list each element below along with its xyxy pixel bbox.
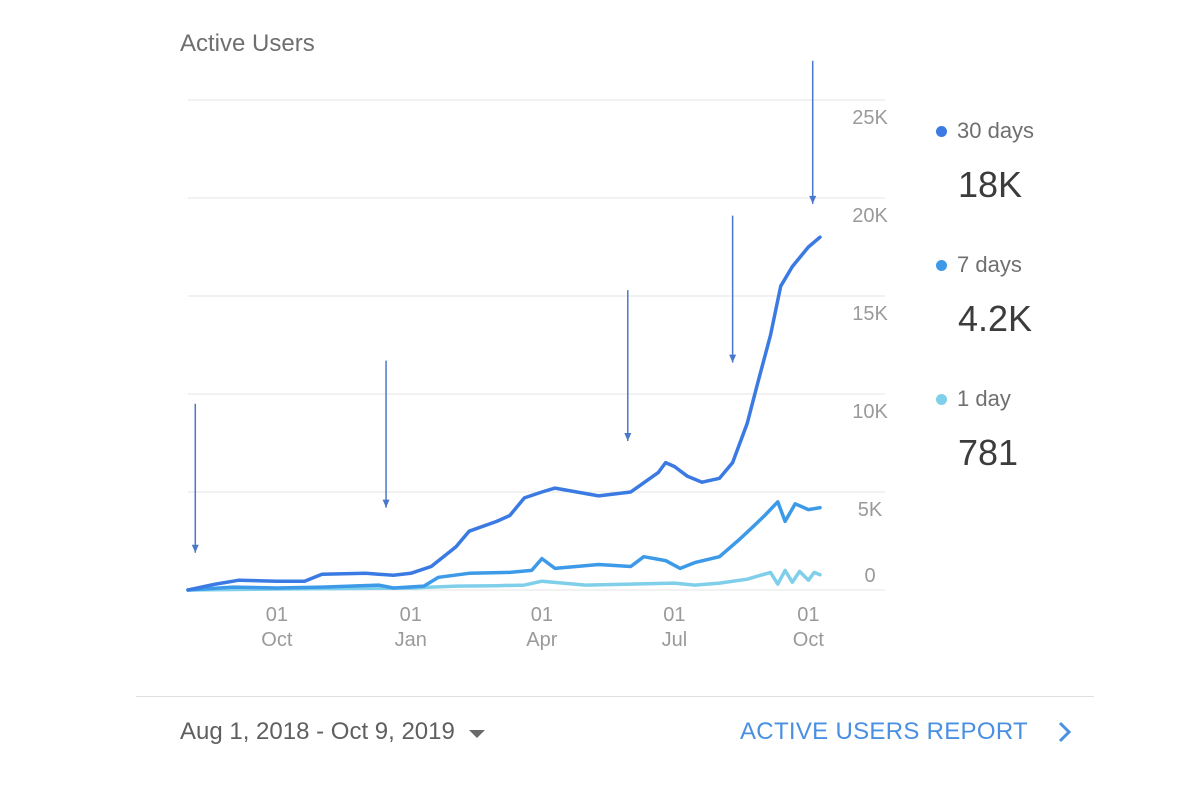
y-tick-label: 0	[864, 565, 875, 587]
legend-item-30-days[interactable]: 30 days 18K	[936, 118, 1116, 252]
annotation-arrow	[382, 360, 390, 508]
annotation-arrows	[191, 60, 817, 553]
series-dot-icon	[936, 393, 947, 405]
y-tick-label: 25K	[852, 107, 888, 129]
card-title: Active Users	[180, 30, 315, 57]
x-tick-day: 01	[663, 604, 685, 626]
annotation-arrow	[809, 60, 817, 204]
y-tick-label: 15K	[852, 303, 888, 325]
legend-value: 4.2K	[958, 298, 1033, 339]
series-line-7-days	[186, 500, 822, 592]
legend-value: 781	[958, 432, 1019, 473]
x-tick-day: 01	[400, 604, 422, 626]
legend-item-7-days[interactable]: 7 days 4.2K	[936, 252, 1116, 386]
x-tick-day: 01	[797, 604, 819, 626]
annotation-arrow	[729, 215, 737, 363]
active-users-chart: 0 5K 10K 15K 20K 25K 01 Oct 01 Jan 01 Apr 01 Jul 01 Oc…	[186, 60, 888, 651]
x-tick-month: Oct	[793, 629, 825, 651]
date-range-selector[interactable]: Aug 1, 2018 - Oct 9, 2019	[180, 718, 485, 746]
x-tick-month: Jul	[662, 629, 688, 651]
annotation-arrow	[191, 403, 199, 553]
y-tick-label: 10K	[852, 401, 888, 423]
legend-value: 18K	[958, 164, 1023, 205]
legend-label: 30 days	[957, 118, 1035, 143]
series-dot-icon	[936, 259, 947, 271]
series-lines	[186, 235, 822, 592]
series-line-1-day	[186, 568, 822, 592]
x-axis-ticks: 01 Oct 01 Jan 01 Apr 01 Jul 01 Oct	[261, 604, 824, 651]
y-axis-ticks: 0 5K 10K 15K 20K 25K	[852, 107, 888, 587]
legend: 30 days 18K 7 days 4.2K 1 day 781	[936, 118, 1116, 520]
y-tick-label: 5K	[858, 499, 883, 521]
report-link-label: ACTIVE USERS REPORT	[740, 718, 1028, 745]
annotation-arrow	[624, 290, 632, 442]
x-tick-day: 01	[531, 604, 553, 626]
x-tick-month: Oct	[261, 629, 293, 651]
y-tick-label: 20K	[852, 205, 888, 227]
active-users-report-link[interactable]: ACTIVE USERS REPORT	[740, 718, 1072, 746]
grid-lines	[188, 99, 885, 591]
series-line-30-days	[186, 235, 822, 592]
footer-divider	[136, 696, 1094, 697]
x-tick-day: 01	[266, 604, 288, 626]
legend-label: 7 days	[957, 252, 1022, 277]
caret-down-icon	[468, 729, 485, 738]
chevron-right-icon	[1058, 721, 1072, 743]
series-dot-icon	[936, 125, 947, 137]
legend-label: 1 day	[957, 386, 1011, 411]
legend-item-1-day[interactable]: 1 day 781	[936, 386, 1116, 520]
x-tick-month: Apr	[526, 629, 557, 651]
x-tick-month: Jan	[395, 629, 427, 651]
date-range-label: Aug 1, 2018 - Oct 9, 2019	[180, 718, 455, 745]
